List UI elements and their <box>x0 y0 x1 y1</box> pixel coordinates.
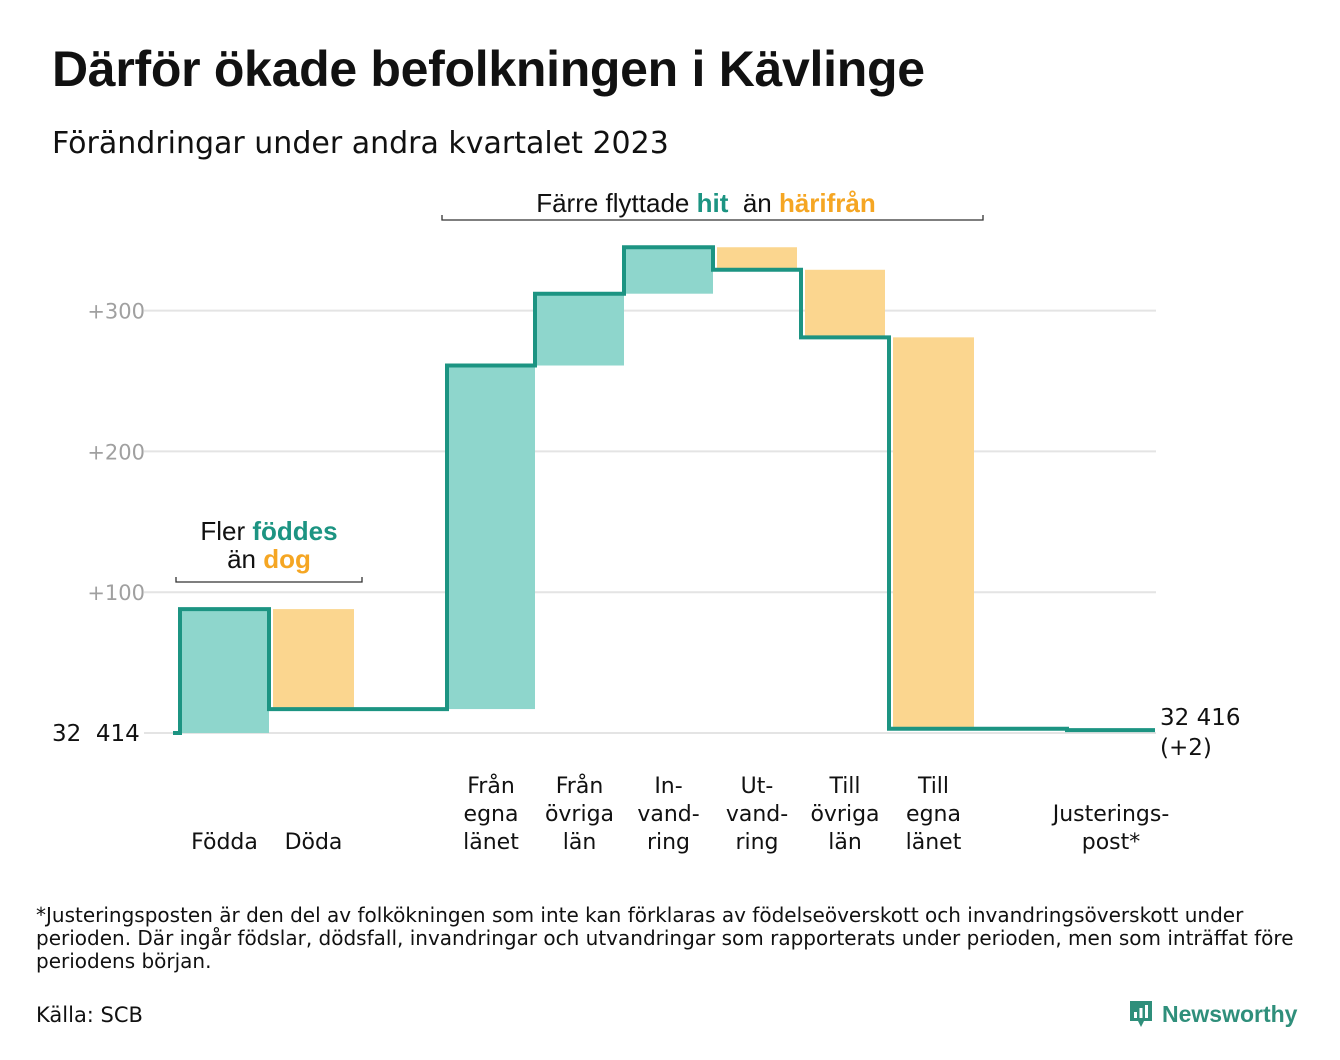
waterfall-bar <box>624 247 713 294</box>
y-tick-label: +200 <box>87 440 145 464</box>
running-total-line <box>173 245 1155 735</box>
newsworthy-logo-icon <box>1130 1001 1152 1027</box>
category-label: Döda <box>285 830 343 855</box>
category-label: ring <box>735 830 778 855</box>
waterfall-chart: +100 +200 +300 32 414 32 416 (+2) Födda Döda Frå… <box>52 188 1240 855</box>
category-label: egna <box>464 802 519 827</box>
annotation-bracket <box>175 577 363 583</box>
category-label: Ut- <box>741 774 774 799</box>
y-tick-label: +100 <box>87 581 145 605</box>
category-label: län <box>828 830 862 855</box>
annotation-segment: Färre flyttade <box>536 188 696 218</box>
waterfall-bar <box>535 293 624 366</box>
source-label: Källa: SCB <box>36 1003 143 1027</box>
waterfall-bar <box>180 609 269 733</box>
category-label: Till <box>828 774 860 799</box>
category-label: vand- <box>637 802 699 827</box>
category-label: länet <box>906 830 962 855</box>
waterfall-bar <box>893 337 974 729</box>
annotation-segment: än <box>728 188 779 218</box>
category-label: Justerings- <box>1051 802 1170 827</box>
category-label: Från <box>556 773 604 799</box>
y-tick-label: +300 <box>87 300 145 324</box>
annotation-segment: Fler <box>200 516 252 546</box>
annotation-segment: dog <box>263 544 311 574</box>
category-label: post* <box>1082 830 1141 855</box>
brand-logo: Newsworthy <box>1128 998 1297 1030</box>
category-label: övriga <box>545 802 614 827</box>
chart-subtitle: Förändringar under andra kvartalet 2023 <box>52 126 669 161</box>
category-label: övriga <box>810 802 879 827</box>
brand-name: Newsworthy <box>1162 1000 1298 1027</box>
category-label: In- <box>654 774 682 799</box>
annotation-bracket <box>441 215 984 221</box>
end-value-label: 32 416 <box>1160 705 1240 731</box>
start-value-label: 32 414 <box>52 721 140 747</box>
annotation-segment: föddes <box>252 516 337 546</box>
end-value-label: (+2) <box>1160 735 1212 761</box>
category-label: vand- <box>726 802 788 827</box>
category-label: Från <box>467 773 515 799</box>
waterfall-bar <box>273 609 354 710</box>
category-label: län <box>563 830 597 855</box>
waterfall-bar <box>717 247 797 270</box>
annotation-text: Färre flyttade hit än härifrån <box>536 188 876 218</box>
category-label: Till <box>917 774 949 799</box>
category-label: ring <box>647 830 690 855</box>
annotation-segment: härifrån <box>779 188 876 218</box>
footnote: *Justeringsposten är den del av folkökni… <box>36 903 1294 973</box>
category-label: Födda <box>191 830 258 855</box>
waterfall-bar <box>447 365 535 710</box>
chart-title: Därför ökade befolkningen i Kävlinge <box>52 41 925 97</box>
annotation-text: än dog <box>227 544 311 574</box>
category-label: länet <box>463 830 519 855</box>
annotation-text: Fler föddes <box>200 516 337 546</box>
annotation-segment: än <box>227 544 263 574</box>
category-label: egna <box>906 802 961 827</box>
waterfall-bar <box>805 269 885 338</box>
annotation-segment: hit <box>697 188 729 218</box>
